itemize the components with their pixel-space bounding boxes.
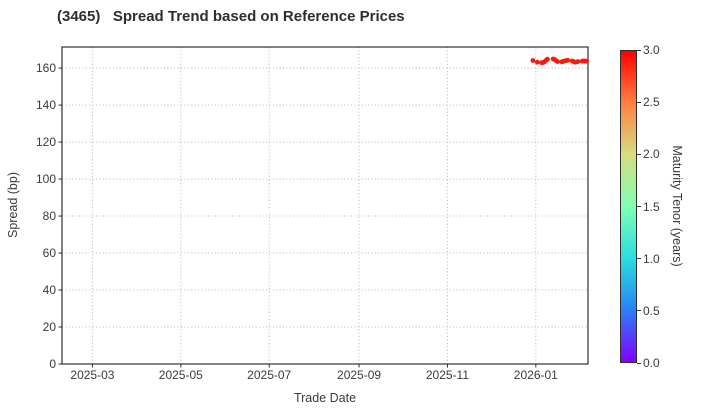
colorbar-tick-mark bbox=[637, 362, 641, 364]
x-tick-label: 2025-03 bbox=[70, 368, 115, 382]
colorbar-tick-label: 1.5 bbox=[643, 199, 660, 214]
chart-title: (3465) Spread Trend based on Reference P… bbox=[57, 8, 405, 25]
colorbar-label: Maturity Tenor (years) bbox=[670, 145, 684, 267]
colorbar-tick-label: 3.0 bbox=[643, 43, 660, 57]
y-tick-label: 140 bbox=[35, 98, 56, 113]
colorbar-tick-label: 2.0 bbox=[643, 147, 660, 162]
y-tick-label: 120 bbox=[35, 135, 56, 150]
colorbar-tick-label: 2.5 bbox=[643, 95, 660, 110]
x-tick-label: 2025-09 bbox=[337, 368, 382, 382]
data-point bbox=[534, 59, 540, 65]
colorbar-tick-mark bbox=[637, 49, 641, 51]
colorbar-tick-mark bbox=[637, 310, 641, 312]
colorbar-tick-label: 0.5 bbox=[643, 303, 660, 318]
x-tick-label: 2025-07 bbox=[247, 368, 292, 382]
y-tick-label: 40 bbox=[42, 283, 56, 298]
data-point bbox=[565, 57, 571, 63]
plot-frame bbox=[61, 46, 589, 365]
colorbar-tick-mark bbox=[637, 258, 641, 260]
y-tick-label: 80 bbox=[42, 209, 56, 224]
x-tick-label: 2025-11 bbox=[425, 368, 470, 382]
colorbar-tick-label: 0.0 bbox=[643, 356, 660, 370]
data-point bbox=[555, 59, 560, 64]
data-point bbox=[584, 58, 589, 64]
y-tick-label: 160 bbox=[35, 61, 56, 76]
y-tick-label: 0 bbox=[49, 357, 56, 371]
data-point bbox=[545, 56, 550, 62]
x-tick-label: 2026-01 bbox=[513, 368, 558, 382]
colorbar-tick-mark bbox=[637, 206, 641, 207]
data-point bbox=[575, 59, 581, 64]
colorbar bbox=[620, 50, 637, 363]
colorbar-tick-mark bbox=[637, 153, 641, 155]
x-tick-label: 2025-05 bbox=[158, 368, 203, 382]
x-axis-label: Trade Date bbox=[293, 391, 357, 405]
y-tick-label: 60 bbox=[42, 246, 56, 261]
y-tick-label: 20 bbox=[42, 320, 56, 334]
data-point bbox=[530, 58, 536, 63]
y-tick-label: 100 bbox=[35, 172, 56, 187]
colorbar-tick-label: 1.0 bbox=[643, 251, 660, 266]
colorbar-tick-mark bbox=[637, 101, 641, 103]
